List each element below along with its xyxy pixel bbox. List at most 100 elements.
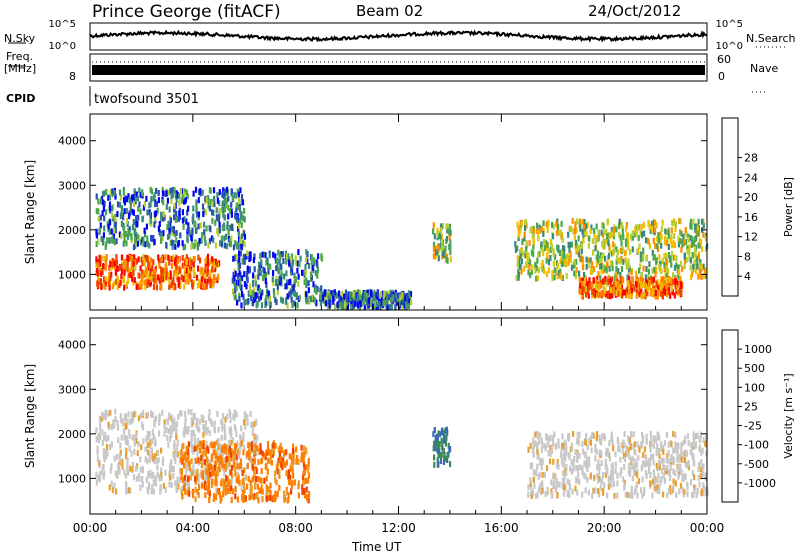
velocity-cell — [535, 470, 538, 477]
velocity-cell — [442, 430, 445, 437]
velocity-cell — [657, 448, 661, 454]
velocity-cell — [211, 453, 214, 460]
velocity-cell — [630, 492, 634, 498]
velocity-cell — [237, 474, 240, 481]
power-cell — [604, 265, 607, 272]
velocity-cell — [205, 484, 208, 491]
velocity-cell — [614, 461, 617, 468]
power-cell — [573, 270, 576, 277]
power-cell — [150, 257, 153, 264]
power-cell — [122, 189, 125, 196]
velocity-cell — [165, 427, 168, 433]
velocity-cell — [699, 473, 702, 480]
velocity-cell — [104, 448, 107, 455]
power-cell — [197, 223, 200, 230]
velocity-cell — [557, 438, 560, 445]
velocity-cell — [642, 452, 645, 458]
velocity-cell — [227, 448, 230, 455]
velocity-cell — [687, 460, 690, 467]
velocity-cell — [660, 476, 663, 483]
velocity-cell — [226, 414, 229, 420]
power-cell — [306, 258, 309, 265]
power-cell — [237, 198, 240, 205]
power-cell — [95, 256, 98, 263]
power-cell — [616, 249, 619, 256]
velocity-cell — [164, 487, 167, 493]
velocity-cell — [674, 447, 677, 454]
power-cell — [314, 270, 318, 277]
power-cell — [517, 271, 521, 278]
power-cell — [605, 238, 608, 244]
power-cell — [239, 282, 242, 289]
power-cell — [208, 276, 211, 283]
velocity-cell — [684, 473, 687, 480]
velocity-cell — [635, 481, 638, 488]
power-cell — [637, 235, 640, 242]
power-cell — [211, 266, 214, 273]
power-cell — [133, 228, 136, 235]
power-cell — [170, 197, 173, 204]
power-cell — [172, 284, 175, 291]
power-cell — [607, 291, 610, 298]
power-cell — [557, 262, 560, 269]
power-cell — [332, 298, 335, 305]
power-cell — [275, 299, 278, 306]
velocity-cell — [151, 484, 154, 491]
power-cell — [660, 226, 663, 232]
velocity-cell — [133, 434, 136, 441]
velocity-cell — [224, 464, 227, 471]
power-cell — [602, 232, 605, 239]
power-cell — [237, 236, 241, 243]
velocity-cell — [586, 466, 589, 472]
power-cell — [238, 206, 242, 213]
velocity-cell — [638, 446, 641, 453]
power-cell — [252, 297, 255, 303]
power-cell — [206, 259, 209, 266]
velocity-cell — [680, 447, 683, 454]
velocity-cell — [242, 432, 245, 438]
power-cell — [519, 253, 522, 260]
velocity-cell — [532, 469, 535, 476]
velocity-cell — [586, 476, 589, 483]
power-cell — [629, 283, 633, 290]
power-cell — [105, 260, 108, 267]
power-cell — [631, 246, 634, 253]
velocity-cell — [176, 440, 179, 446]
velocity-cell — [234, 493, 237, 500]
power-cell — [652, 254, 655, 261]
power-cell — [591, 268, 594, 275]
velocity-cell — [195, 474, 199, 481]
velocity-cell — [240, 440, 243, 447]
power-cell — [97, 275, 100, 281]
velocity-cell — [677, 456, 680, 463]
velocity-cell — [592, 487, 595, 494]
velocity-cell — [132, 474, 136, 481]
velocity-cell — [145, 412, 148, 419]
power-cell — [186, 193, 189, 200]
power-cell — [109, 275, 112, 282]
power-cell — [240, 199, 243, 206]
velocity-cell — [440, 429, 443, 436]
power-cell — [560, 274, 563, 281]
power-cell — [598, 257, 601, 264]
velocity-cell — [280, 461, 283, 468]
velocity-cell — [527, 484, 530, 491]
power-cell — [220, 241, 224, 248]
velocity-cell — [121, 458, 124, 465]
power-cell — [175, 210, 178, 217]
velocity-cell — [220, 419, 223, 425]
power-cell — [646, 274, 650, 281]
velocity-cell — [248, 449, 251, 455]
velocity-cell — [208, 429, 211, 436]
power-cell — [579, 256, 582, 263]
velocity-cell — [96, 456, 99, 463]
power-cell — [700, 274, 703, 281]
velocity-cell — [145, 436, 148, 442]
power-cell — [305, 277, 308, 284]
power-cell — [600, 229, 603, 236]
power-cell — [112, 280, 115, 287]
velocity-cell — [594, 443, 597, 450]
power-cell — [609, 277, 612, 284]
power-cell — [620, 240, 623, 247]
power-cell — [180, 274, 183, 281]
